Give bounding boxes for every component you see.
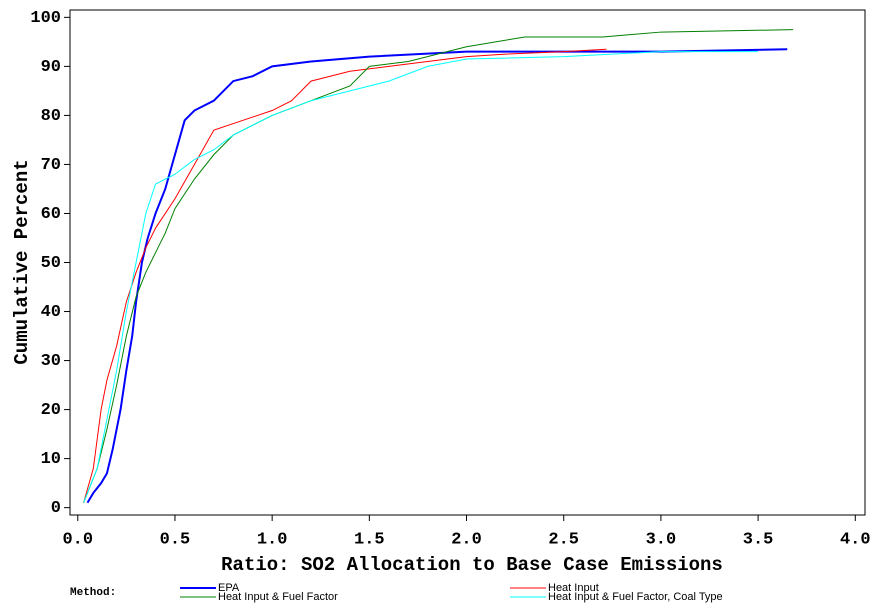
y-tick-label: 60 [41,205,61,224]
x-tick-label: 3.5 [743,530,774,549]
y-tick-label: 100 [30,9,61,28]
x-tick-label: 0.5 [160,530,191,549]
series-line [83,29,794,503]
series-line [83,48,607,503]
x-tick-label: 2.5 [548,530,579,549]
y-tick-label: 30 [41,352,61,371]
plot-frame [69,9,866,516]
series-line [83,51,759,503]
y-tick-label: 70 [41,156,61,175]
y-tick-label: 10 [41,450,61,469]
x-tick-label: 3.0 [646,530,677,549]
x-axis-label: Ratio: SO2 Allocation to Base Case Emiss… [221,554,723,576]
x-tick-label: 1.5 [354,530,385,549]
y-axis-label: Cumulative Percent [11,159,33,364]
legend-label: Heat Input [548,582,599,594]
y-tick-label: 80 [41,107,61,126]
x-tick-label: 2.0 [451,530,482,549]
legend-title: Method: [70,587,116,599]
series-line [86,48,788,504]
legend-label: EPA [218,582,240,594]
y-tick-label: 20 [41,401,61,420]
y-tick-label: 90 [41,58,61,77]
y-tick-label: 50 [41,254,61,273]
y-tick-label: 40 [41,303,61,322]
legend-label: Heat Input & Fuel Factor, Coal Type [548,591,723,603]
x-tick-label: 4.0 [840,530,871,549]
x-tick-label: 0.0 [62,530,93,549]
x-tick-label: 1.0 [257,530,288,549]
legend-label: Heat Input & Fuel Factor [218,591,338,603]
y-tick-label: 0 [51,499,61,518]
